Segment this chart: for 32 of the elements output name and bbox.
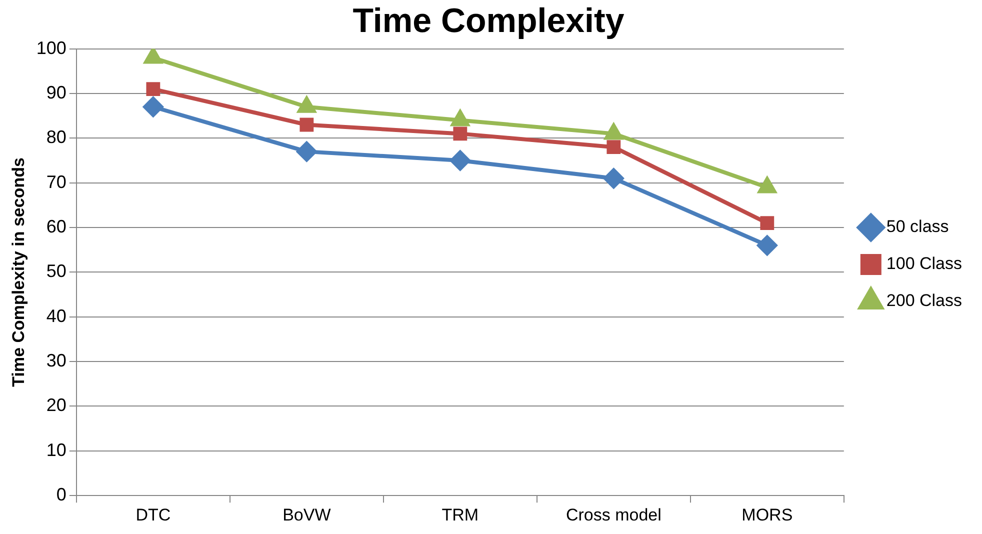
- y-tick-label: 10: [46, 440, 66, 460]
- y-tick-label: 80: [46, 127, 66, 148]
- x-tick-label: TRM: [442, 505, 479, 524]
- point: [146, 82, 160, 96]
- chart-title: Time Complexity: [352, 2, 624, 40]
- y-tick-label: 0: [56, 484, 66, 505]
- point: [453, 126, 468, 141]
- x-tick-label: MORS: [742, 505, 793, 524]
- y-tick-label: 70: [46, 172, 66, 192]
- legend-label: 200 Class: [886, 291, 962, 310]
- legend-label: 100 Class: [886, 254, 962, 274]
- y-tick-label: 30: [46, 350, 66, 371]
- x-tick-label: Cross model: [566, 505, 662, 524]
- point: [604, 168, 624, 188]
- point: [296, 142, 317, 162]
- x-tick-label: BoVW: [282, 505, 331, 524]
- point: [757, 235, 778, 256]
- y-axis-title: Time Complexity in seconds: [8, 158, 28, 387]
- y-tick-label: 90: [46, 82, 66, 102]
- y-tick-label: 40: [46, 306, 66, 326]
- y-tick-label: 20: [46, 395, 66, 416]
- point: [606, 140, 621, 154]
- y-tick-label: 60: [46, 216, 66, 236]
- point: [144, 48, 162, 64]
- point: [760, 216, 774, 230]
- point: [143, 96, 164, 117]
- y-tick-label: 50: [46, 261, 66, 282]
- x-tick-label: DTC: [136, 505, 171, 524]
- point: [450, 150, 470, 170]
- y-tick-label: 100: [36, 38, 66, 58]
- point: [300, 118, 314, 132]
- legend-label: 50 class: [886, 217, 949, 236]
